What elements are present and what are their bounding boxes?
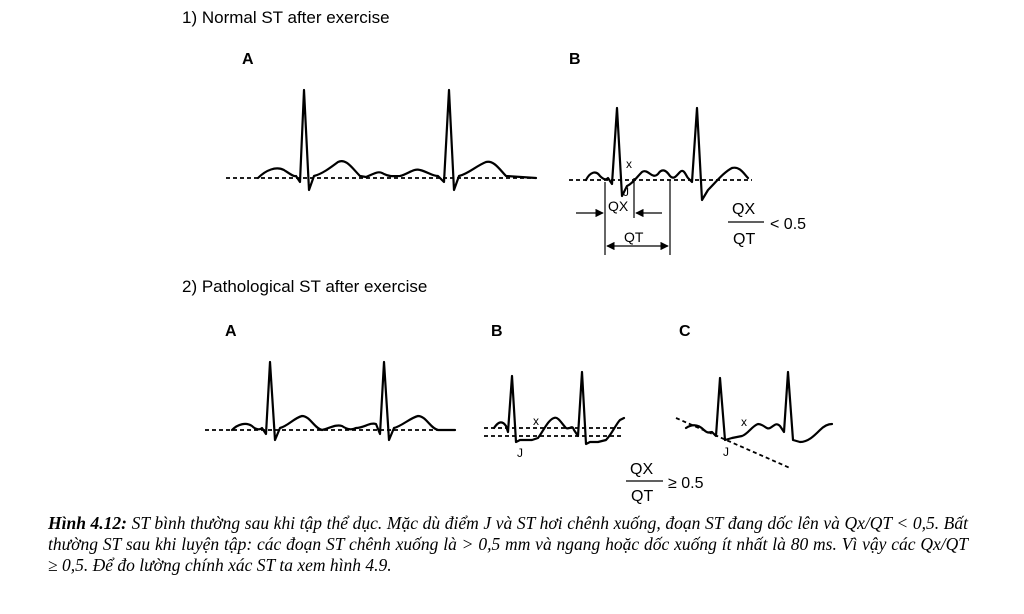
caption-label: Hình 4.12: bbox=[48, 513, 128, 533]
section1-panel-b-label: B bbox=[569, 51, 581, 68]
section1-panel-b-trace: x J QX QT bbox=[569, 106, 752, 255]
section2-ratio: QX QT ≥ 0.5 bbox=[626, 461, 704, 505]
x-point-label: x bbox=[741, 415, 747, 429]
section1-title: 1) Normal ST after exercise bbox=[182, 8, 390, 27]
j-point-label: J bbox=[623, 185, 629, 199]
section2-panel-c-label: C bbox=[679, 323, 691, 340]
qt-label: QT bbox=[624, 229, 644, 245]
ecg-waveform bbox=[256, 88, 538, 192]
section1-panel-a-label: A bbox=[242, 51, 254, 68]
ratio-numerator: QX bbox=[630, 461, 653, 478]
section2-panel-a-label: A bbox=[225, 323, 237, 340]
ecg-figure: 1) Normal ST after exercise A B x J QX Q… bbox=[182, 8, 834, 505]
x-point-label: x bbox=[533, 414, 539, 428]
section2-panel-a-trace bbox=[205, 360, 457, 442]
figure-caption: Hình 4.12: ST bình thường sau khi tập th… bbox=[48, 513, 968, 576]
ratio-denominator: QT bbox=[631, 488, 653, 505]
section1-panel-a-trace bbox=[226, 88, 538, 192]
section1-ratio: QX QT < 0.5 bbox=[728, 201, 806, 248]
ratio-numerator: QX bbox=[732, 201, 755, 218]
ecg-waveform bbox=[492, 370, 626, 446]
ecg-waveform bbox=[230, 360, 457, 442]
ratio-denominator: QT bbox=[733, 231, 755, 248]
ecg-waveform bbox=[684, 370, 834, 444]
x-point-label: x bbox=[626, 157, 632, 171]
j-point-label: J bbox=[517, 446, 523, 460]
section2-title: 2) Pathological ST after exercise bbox=[182, 277, 427, 296]
section2-panel-b-trace: x J bbox=[484, 370, 626, 460]
caption-text: ST bình thường sau khi tập thể dục. Mặc … bbox=[48, 513, 968, 575]
ratio-relation: ≥ 0.5 bbox=[668, 475, 704, 492]
section2-panel-b-label: B bbox=[491, 323, 503, 340]
section2-panel-c-trace: x J bbox=[675, 370, 834, 469]
ecg-waveform bbox=[584, 106, 750, 202]
qx-label: QX bbox=[608, 198, 629, 214]
ratio-relation: < 0.5 bbox=[770, 216, 806, 233]
j-point-label: J bbox=[723, 445, 729, 459]
